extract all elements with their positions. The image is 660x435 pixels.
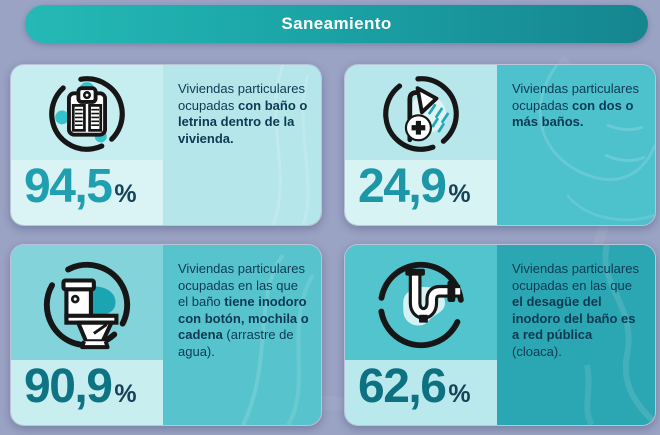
- description-regular: Viviendas particulares ocupadas: [178, 81, 305, 113]
- percent-sign: %: [114, 180, 137, 208]
- description: Viviendas particulares ocupadas con baño…: [178, 81, 311, 147]
- stat-value: 90,9: [24, 360, 113, 413]
- description-bold: con baño o letrina dentro de la vivienda…: [178, 97, 308, 146]
- card-left-panel: 62,6 %: [345, 245, 497, 425]
- stat-value: 24,9: [358, 160, 447, 213]
- latrine-icon: [49, 76, 125, 152]
- card-left-panel: 90,9 %: [11, 245, 163, 425]
- pipe-drain-icon: [377, 261, 465, 349]
- description-suffix: (arrastre de agua).: [178, 327, 294, 359]
- icon-area: [345, 65, 497, 160]
- description-bold: el desagüe del inodoro del baño es a red…: [512, 294, 636, 342]
- stat-area: 24,9 %: [345, 160, 497, 225]
- description-panel: Viviendas particulares ocupadas en las q…: [163, 245, 321, 425]
- card-left-panel: 94,5 %: [11, 65, 163, 225]
- description-regular: Viviendas particulares ocupadas en las q…: [178, 261, 305, 309]
- description-regular: Viviendas particulares ocupadas en las q…: [512, 261, 639, 293]
- description-suffix: (cloaca).: [512, 343, 562, 359]
- card-inodoro-con-boton: 90,9 % Viviendas particulares ocupadas e…: [10, 244, 322, 426]
- shower-plus-icon: [383, 76, 459, 152]
- card-desague-red-publica: 62,6 % Viviendas particulares ocupadas e…: [344, 244, 656, 426]
- stat-area: 90,9 %: [11, 360, 163, 425]
- card-left-panel: 24,9 %: [345, 65, 497, 225]
- stat-value: 62,6: [358, 360, 447, 413]
- description: Viviendas particulares ocupadas en las q…: [178, 261, 311, 360]
- description-bold: tiene inodoro con botón, mochila o caden…: [178, 294, 309, 342]
- description-regular: Viviendas particulares ocupadas: [512, 81, 639, 113]
- description-panel: Viviendas particulares ocupadas con dos …: [497, 65, 655, 225]
- percent-sign: %: [448, 180, 471, 208]
- card-dos-o-mas-banos: 24,9 % Viviendas particulares ocupadas c…: [344, 64, 656, 226]
- header-banner: Saneamiento: [25, 5, 648, 43]
- icon-area: [345, 245, 497, 360]
- page-title: Saneamiento: [281, 14, 392, 33]
- card-bano-o-letrina: 94,5 % Viviendas particulares ocupadas c…: [10, 64, 322, 226]
- description-bold: con dos o más baños.: [512, 97, 634, 130]
- description-panel: Viviendas particulares ocupadas en las q…: [497, 245, 655, 425]
- percent-sign: %: [448, 380, 471, 408]
- stat-value: 94,5: [24, 160, 113, 213]
- stat-area: 94,5 %: [11, 160, 163, 225]
- percent-sign: %: [114, 380, 137, 408]
- icon-area: [11, 65, 163, 160]
- description-panel: Viviendas particulares ocupadas con baño…: [163, 65, 321, 225]
- toilet-icon: [43, 261, 131, 350]
- icon-area: [11, 245, 163, 360]
- stat-area: 62,6 %: [345, 360, 497, 425]
- description: Viviendas particulares ocupadas en las q…: [512, 261, 645, 360]
- description: Viviendas particulares ocupadas con dos …: [512, 81, 645, 131]
